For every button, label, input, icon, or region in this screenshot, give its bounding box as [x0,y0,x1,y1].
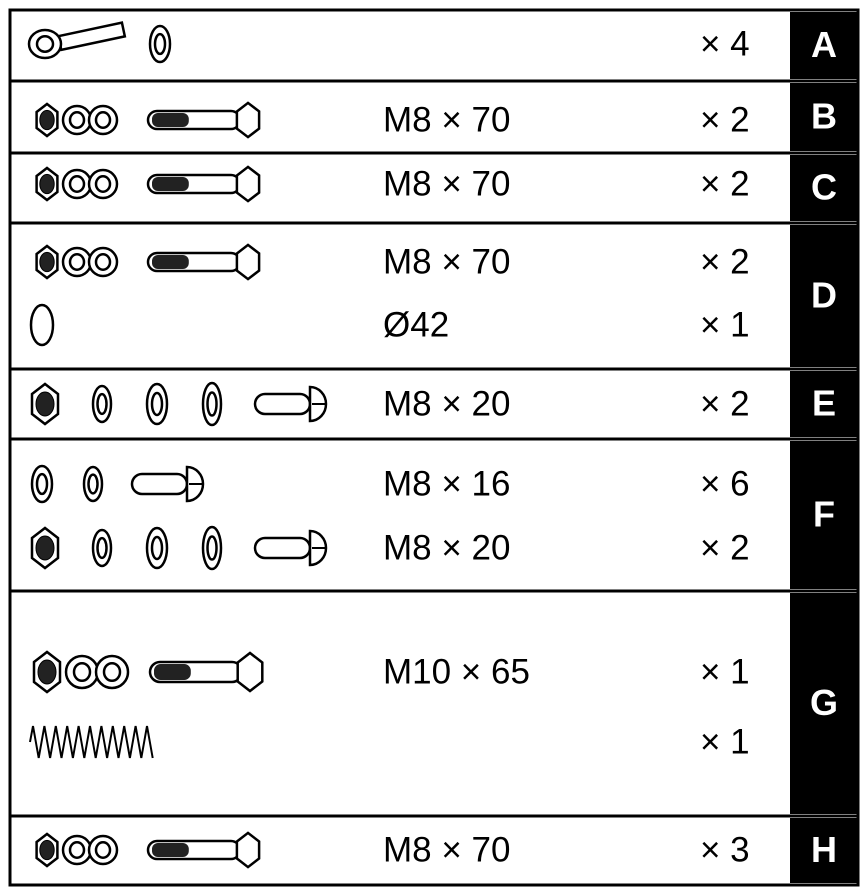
washer-hole [150,391,164,417]
washer-hole [153,32,167,56]
bolt-head [235,243,261,281]
screw-shank [253,392,312,416]
quantity: × 1 [700,305,750,344]
washer-hole [72,661,92,683]
row-label: A [811,24,837,65]
washer-hole [35,472,49,496]
nut-hole [35,535,55,561]
bolt-head [235,101,261,139]
spec: M8 × 70 [383,830,510,869]
washer-hole [68,175,86,193]
washer-hole [96,392,108,416]
part-row: G M10 × 65 × 1 × 1 [10,589,858,814]
spec: M10 × 65 [383,652,530,691]
quantity: × 2 [700,384,750,423]
washer-hole [206,535,218,561]
bolt-thread [154,664,191,680]
spec: M8 × 70 [383,100,510,139]
washer-hole [68,111,86,129]
part-row: C M8 × 70 × 2 [10,151,858,221]
spec: M8 × 20 [383,384,510,423]
quantity: × 2 [700,164,750,203]
screw-shank [130,472,189,496]
label-box [790,83,858,151]
label-box [790,818,858,883]
screw-shank [253,536,312,560]
bolt-thread [152,177,189,191]
bolt-thread [152,843,189,857]
row-label: H [811,829,837,870]
quantity: × 4 [700,24,750,63]
quantity: × 2 [700,242,750,281]
row-label: F [813,494,835,535]
bolt-thread [152,255,189,269]
label-box [790,593,858,814]
washer-hole [68,841,86,859]
quantity: × 2 [700,100,750,139]
quantity: × 1 [700,652,750,691]
quantity: × 6 [700,464,750,503]
bolt-head [236,651,264,693]
bolt-head [235,165,261,203]
nut-hole [39,109,55,131]
washer-hole [94,111,112,129]
washer-hole [35,35,55,53]
ring [29,303,55,347]
spec: M8 × 70 [383,164,510,203]
bolt-thread [152,113,189,127]
nut-hole [39,839,55,861]
nut-hole [37,659,57,685]
washer-hole [94,841,112,859]
washer-hole [96,536,108,560]
washer-hole [87,473,99,495]
spec: M8 × 20 [383,528,510,567]
quantity: × 2 [700,528,750,567]
nut-hole [35,391,55,417]
row-label: D [811,275,837,316]
washer-hole [94,253,112,271]
part-row: B M8 × 70 × 2 [10,79,858,151]
washer-hole [150,535,164,561]
quantity: × 3 [700,830,750,869]
part-row: D M8 × 70 × 2 Ø42 × 1 [10,221,858,367]
part-row: H M8 × 70 × 3 [10,814,858,883]
spring [29,725,154,759]
nut-hole [39,251,55,273]
spec: M8 × 16 [383,464,510,503]
label-box [790,12,858,79]
row-label: G [810,682,838,723]
bolt-head [235,831,261,869]
row-label: C [811,167,837,208]
part-row: A × 4 [27,12,858,79]
label-box [790,155,858,221]
label-box [790,441,858,589]
row-label: E [812,383,836,424]
row-label: B [811,96,837,137]
washer-hole [206,391,218,417]
washer-hole [102,661,122,683]
pin-shaft [56,21,127,52]
spec: M8 × 70 [383,242,510,281]
nut-hole [39,173,55,195]
quantity: × 1 [700,722,750,761]
washer-hole [68,253,86,271]
part-row: E M8 × 20 × 2 [10,367,858,437]
label-box [790,371,858,437]
washer-hole [94,175,112,193]
spec: Ø42 [383,305,449,344]
label-box [790,225,858,367]
part-row: F M8 × 16 × 6 M8 × 20 × 2 [10,437,858,589]
